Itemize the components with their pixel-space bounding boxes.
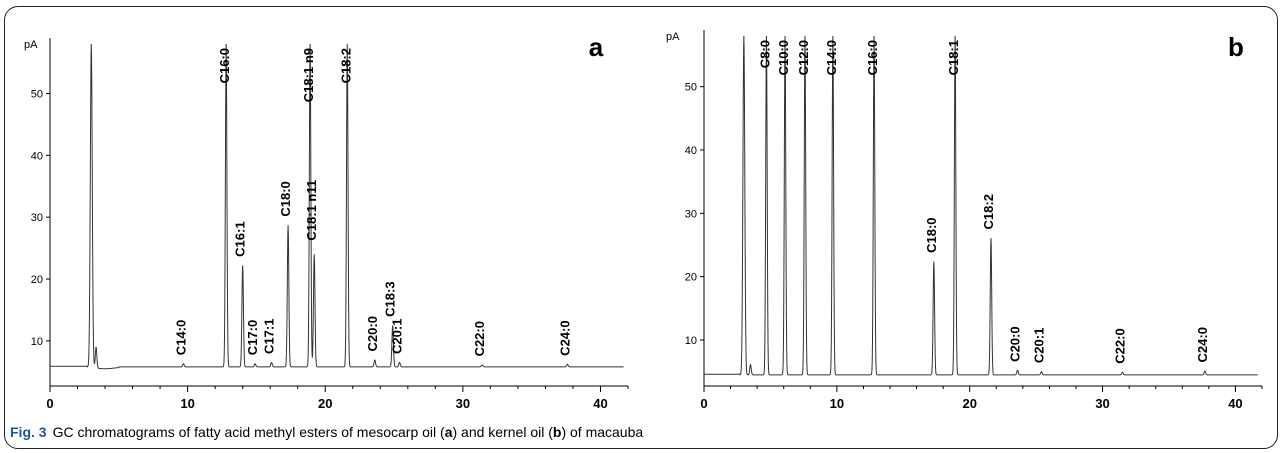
y-tick-label: 30	[31, 212, 43, 224]
y-tick-label: 10	[685, 335, 697, 347]
peak-label: C8:0	[757, 40, 772, 68]
peak-label: C17:0	[245, 320, 260, 355]
peak-label: C18:0	[278, 181, 293, 216]
caption-text: GC chromatograms of fatty acid methyl es…	[53, 424, 644, 440]
peak-label: C18:2	[981, 194, 996, 229]
peak-label: C24:0	[1195, 327, 1210, 362]
y-tick-label: 40	[31, 150, 43, 162]
caption-segment: b	[552, 424, 562, 440]
x-tick-label: 0	[46, 396, 53, 411]
chromatogram-trace	[50, 43, 624, 370]
y-tick-label: 30	[685, 208, 697, 220]
panel-label: a	[589, 32, 604, 62]
caption-segment: ) and kernel oil (	[452, 424, 553, 440]
x-tick-label: 40	[1228, 396, 1242, 411]
peak-label: C22:0	[472, 321, 487, 356]
peak-label: C24:0	[557, 320, 572, 355]
peak-label: C10:0	[776, 40, 791, 75]
peak-label: C18:1	[946, 40, 961, 75]
figure-frame	[4, 6, 1278, 449]
peak-label: C18:1 n9	[301, 48, 316, 102]
x-tick-label: 30	[456, 396, 470, 411]
x-tick-label: 20	[318, 396, 332, 411]
caption-segment: GC chromatograms of fatty acid methyl es…	[52, 424, 445, 440]
peak-label: C18:0	[924, 217, 939, 252]
peak-label: C14:0	[824, 40, 839, 75]
x-tick-label: 20	[962, 396, 976, 411]
peak-label: C20:0	[1008, 326, 1023, 361]
x-tick-label: 10	[180, 396, 194, 411]
caption-segment: a	[444, 424, 453, 440]
peak-label: C18:3	[383, 281, 398, 316]
y-tick-label: 20	[31, 274, 43, 286]
chromatogram-trace	[704, 35, 1258, 376]
peak-label: C20:1	[1031, 328, 1046, 363]
y-tick-label: 50	[31, 88, 43, 100]
peak-label: C16:0	[217, 48, 232, 83]
peak-label: C20:0	[365, 316, 380, 351]
peak-label: C18:2	[338, 48, 353, 83]
x-tick-label: 10	[830, 396, 844, 411]
x-tick-label: 40	[593, 396, 607, 411]
y-tick-label: 20	[685, 272, 697, 284]
x-tick-label: 30	[1095, 396, 1109, 411]
peak-label: C22:0	[1113, 328, 1128, 363]
peak-label: C14:0	[173, 320, 188, 355]
y-tick-label: 40	[685, 145, 697, 157]
peak-label: C16:1	[233, 221, 248, 256]
caption-segment: ) of macauba	[561, 424, 644, 440]
figure-number: Fig. 3	[10, 424, 47, 440]
peak-label: C12:0	[796, 40, 811, 75]
y-tick-label: 50	[685, 82, 697, 94]
panel-a-chart: pA 10 20 30 40 50 0 10 20 30 40 a C14:0 C16:0 C16:1 C17…	[24, 32, 629, 411]
y-tick-label: 10	[31, 336, 43, 348]
peak-label: C16:0	[865, 40, 880, 75]
peak-label: C20:1	[390, 319, 405, 354]
peak-label: C18:1 n11	[304, 180, 319, 241]
peak-label: C17:1	[262, 319, 277, 354]
y-axis-unit: pA	[24, 39, 38, 51]
panel-label: b	[1228, 32, 1244, 62]
y-axis-unit: pA	[666, 31, 680, 43]
panel-b-chart: pA 10 20 30 40 50 0 10 20 30 40 b C8:0 C10:0 C12:0 C14:…	[666, 30, 1263, 411]
x-tick-label: 0	[700, 396, 707, 411]
figure-caption: Fig. 3 GC chromatograms of fatty acid met…	[10, 424, 643, 440]
